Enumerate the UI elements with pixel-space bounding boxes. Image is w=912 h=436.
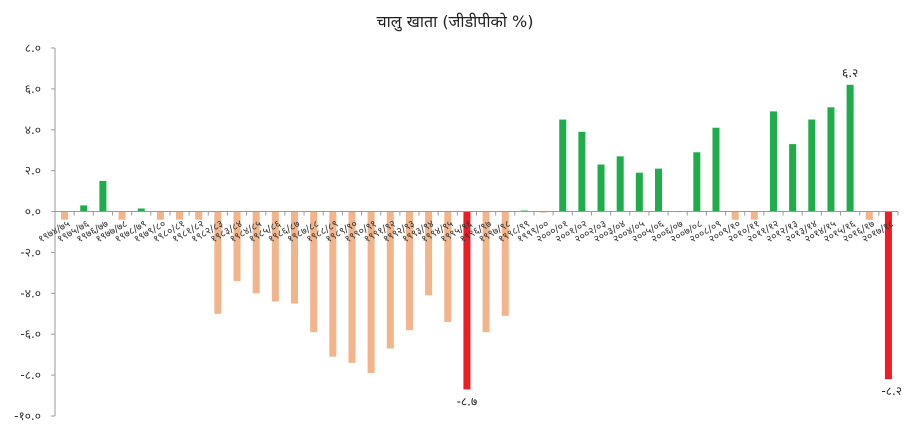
bar [156, 211, 164, 220]
bar [80, 205, 88, 212]
bar [137, 208, 145, 212]
bar [290, 211, 298, 304]
bar [750, 211, 758, 220]
y-axis: ८.० ६.० ४.० २.० ०.० -२.० -४.० -६.० -८.० -१०.० [14, 41, 56, 423]
x-tick-labels: १९७४/७५१९७५/७६१९७६/७७१९७७/७८१९७८/७९१९७९/… [37, 219, 896, 246]
bar [425, 211, 433, 296]
y-tick-label: -६.० [20, 327, 41, 341]
y-tick-label: -२.० [20, 245, 41, 259]
bar [597, 164, 605, 212]
bar [865, 211, 873, 220]
bar [61, 211, 69, 220]
y-tick-label: ६.० [25, 82, 41, 96]
bar [846, 84, 854, 212]
bar [578, 131, 586, 212]
bar [789, 144, 797, 212]
y-tick-label: -८.० [20, 368, 41, 382]
y-tick-label: -४.० [20, 286, 41, 300]
bar [386, 211, 394, 349]
bar [482, 211, 490, 333]
bar [520, 210, 528, 212]
bar [444, 211, 452, 322]
bar [540, 211, 548, 213]
bar [616, 156, 624, 212]
bar [769, 111, 777, 212]
bar [693, 152, 701, 212]
data-labels: -८.७ ६.२ -८.२ [457, 66, 902, 409]
bar [195, 211, 203, 220]
bar [827, 107, 835, 212]
bar [731, 211, 739, 220]
bar [176, 211, 184, 220]
bar [348, 211, 356, 363]
data-label: -८.७ [457, 394, 478, 408]
bar [310, 211, 318, 333]
y-tick-label: २.० [25, 164, 41, 178]
bar [233, 211, 241, 282]
y-tick-label: -१०.० [14, 409, 41, 423]
bars [61, 84, 892, 390]
bar [501, 211, 509, 316]
bar [118, 211, 126, 220]
data-label: ६.२ [842, 66, 858, 80]
bar [712, 127, 720, 212]
chart-title: चालु खाता (जीडीपीको %) [377, 12, 534, 32]
bar [214, 211, 222, 314]
y-tick-label: ०.० [25, 205, 41, 219]
bar [884, 211, 892, 380]
bar [367, 211, 375, 374]
data-label: -८.२ [881, 384, 902, 398]
bar [405, 211, 413, 331]
x-axis [54, 211, 899, 216]
y-tick-label: ८.० [25, 41, 41, 55]
bar [559, 119, 567, 212]
bar [329, 211, 337, 357]
y-tick-label: ४.० [25, 123, 41, 137]
bar [808, 119, 816, 212]
bar [655, 168, 663, 212]
bar [635, 172, 643, 212]
bar [271, 211, 279, 302]
bar [463, 211, 471, 390]
bar [252, 211, 260, 294]
bar [99, 180, 107, 212]
